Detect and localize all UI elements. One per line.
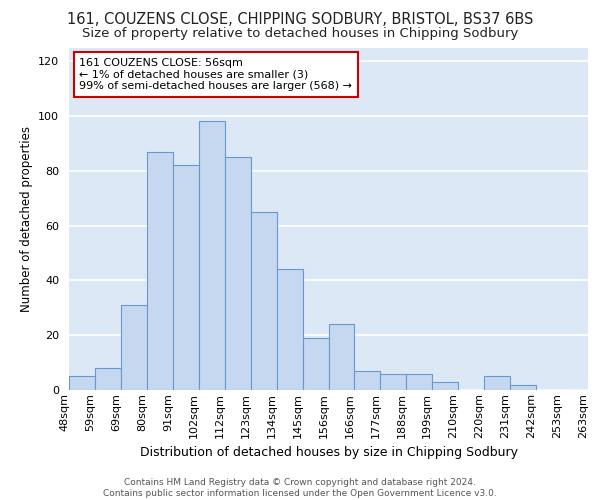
Bar [329, 324, 355, 390]
Bar [199, 122, 224, 390]
Bar [173, 166, 199, 390]
Text: Contains HM Land Registry data © Crown copyright and database right 2024.
Contai: Contains HM Land Registry data © Crown c… [103, 478, 497, 498]
Text: Size of property relative to detached houses in Chipping Sodbury: Size of property relative to detached ho… [82, 28, 518, 40]
Bar [277, 270, 302, 390]
Bar [380, 374, 406, 390]
Y-axis label: Number of detached properties: Number of detached properties [20, 126, 32, 312]
Bar [251, 212, 277, 390]
Bar [69, 376, 95, 390]
Text: 161 COUZENS CLOSE: 56sqm
← 1% of detached houses are smaller (3)
99% of semi-det: 161 COUZENS CLOSE: 56sqm ← 1% of detache… [79, 58, 352, 91]
Text: 161, COUZENS CLOSE, CHIPPING SODBURY, BRISTOL, BS37 6BS: 161, COUZENS CLOSE, CHIPPING SODBURY, BR… [67, 12, 533, 28]
Bar [406, 374, 432, 390]
Bar [147, 152, 173, 390]
X-axis label: Distribution of detached houses by size in Chipping Sodbury: Distribution of detached houses by size … [139, 446, 517, 459]
Bar [355, 371, 380, 390]
Bar [225, 157, 251, 390]
Bar [95, 368, 121, 390]
Bar [302, 338, 329, 390]
Bar [433, 382, 458, 390]
Bar [510, 384, 536, 390]
Bar [484, 376, 510, 390]
Bar [121, 305, 147, 390]
